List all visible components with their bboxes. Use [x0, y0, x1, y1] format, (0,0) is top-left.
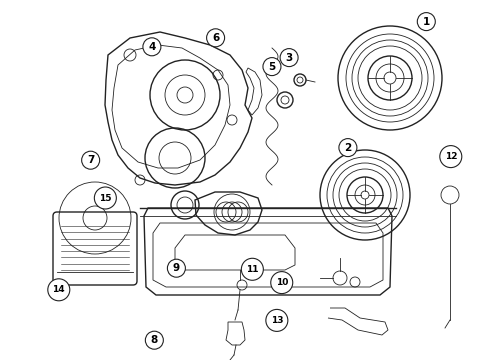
Circle shape	[146, 331, 163, 349]
Text: 1: 1	[423, 17, 430, 27]
Text: 9: 9	[173, 263, 180, 273]
Circle shape	[242, 258, 263, 280]
Text: 15: 15	[99, 194, 112, 203]
Circle shape	[271, 271, 293, 294]
Circle shape	[339, 139, 357, 157]
Circle shape	[48, 279, 70, 301]
Text: 10: 10	[275, 278, 288, 287]
Text: 5: 5	[269, 62, 275, 72]
Text: 4: 4	[148, 42, 156, 52]
Circle shape	[280, 49, 298, 67]
Text: 11: 11	[246, 265, 259, 274]
Circle shape	[207, 29, 224, 47]
Text: 8: 8	[151, 335, 158, 345]
Circle shape	[440, 145, 462, 168]
Text: 6: 6	[212, 33, 219, 43]
Text: 13: 13	[270, 316, 283, 325]
Text: 3: 3	[286, 53, 293, 63]
Text: 2: 2	[344, 143, 351, 153]
Text: 7: 7	[87, 155, 95, 165]
Circle shape	[417, 13, 435, 31]
Circle shape	[82, 151, 99, 169]
Circle shape	[266, 309, 288, 332]
Circle shape	[143, 38, 161, 56]
Circle shape	[95, 187, 116, 209]
Circle shape	[263, 58, 281, 76]
Text: 14: 14	[52, 285, 65, 294]
Circle shape	[168, 259, 185, 277]
Text: 12: 12	[444, 152, 457, 161]
